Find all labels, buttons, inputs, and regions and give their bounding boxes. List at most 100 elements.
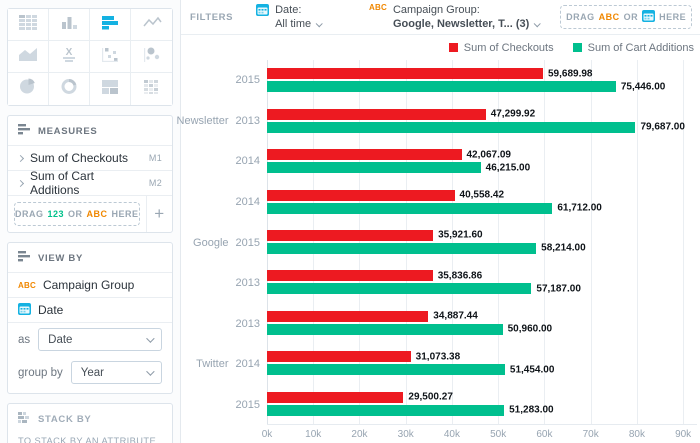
viz-type-line-chart[interactable] [131, 9, 172, 41]
measures-icon [18, 124, 31, 138]
bar-row: 34,887.44 50,960.00 [267, 303, 697, 343]
bar-row: 31,073.38 51,454.00 [267, 343, 697, 383]
column-chart-icon [58, 13, 80, 37]
view-by-item-date[interactable]: Date [8, 297, 172, 322]
sum-of-checkouts-bar[interactable]: 47,299.92 [267, 109, 486, 120]
stack-by-icon [18, 412, 31, 426]
date-as-select[interactable]: Date [38, 328, 162, 351]
sum-of-checkouts-bar[interactable]: 35,836.86 [267, 270, 433, 281]
date-as-row: as Date [8, 322, 172, 356]
y-axis-label-row: Twitter2014 [181, 344, 267, 385]
viz-type-treemap[interactable] [90, 73, 131, 105]
analytical-designer: X MEASURES Sum of Checkouts M1 Sum of Ca… [0, 0, 700, 443]
x-axis-tick: 60k [536, 429, 552, 440]
viz-type-bar-chart[interactable] [90, 9, 131, 41]
measure-badge: M1 [149, 153, 162, 163]
bar-value-label: 31,073.38 [416, 351, 461, 362]
y-axis-label-row: 2015 [181, 385, 267, 426]
sum-of-checkouts-bar[interactable]: 42,067.09 [267, 149, 462, 160]
bar-value-label: 79,687.00 [640, 122, 685, 133]
sum-of-cart-additions-bar[interactable]: 51,283.00 [267, 405, 504, 416]
viz-type-grid: X [7, 8, 173, 106]
sum-of-checkouts-bar[interactable]: 40,558.42 [267, 190, 455, 201]
legend-label: Sum of Cart Additions [588, 42, 694, 54]
viz-type-bubble-chart[interactable] [131, 41, 172, 73]
view-by-panel: VIEW BY ABC Campaign Group Date as Date … [7, 242, 173, 394]
year-label: 2013 [236, 115, 260, 127]
view-by-title: VIEW BY [38, 253, 83, 264]
campaign-group-filter[interactable]: ABC Campaign Group: Google, Newsletter, … [369, 3, 539, 32]
sum-of-cart-additions-bar[interactable]: 61,712.00 [267, 203, 552, 214]
viz-type-pie-chart[interactable] [8, 73, 49, 105]
table-icon [17, 13, 39, 37]
view-by-icon [18, 251, 31, 265]
bar-value-label: 51,454.00 [510, 364, 555, 375]
measure-drop-zone[interactable]: DRAG 123 OR ABC HERE [14, 202, 140, 226]
bar-value-label: 58,214.00 [541, 243, 586, 254]
bar-row: 40,558.42 61,712.00 [267, 181, 697, 221]
viz-type-headline[interactable]: X [49, 41, 90, 73]
bar-value-label: 35,921.60 [438, 230, 483, 241]
chart-plot-area: 59,689.98 75,446.00 47,299.92 79,687.00 42,0… [267, 60, 697, 425]
measure-item-checkouts[interactable]: Sum of Checkouts M1 [8, 145, 172, 170]
y-axis-label-row: 2015 [181, 60, 267, 101]
svg-text:X: X [66, 47, 73, 58]
stack-by-panel: STACK BY TO STACK BY AN ATTRIBUTE, AN IN… [7, 403, 173, 443]
sum-of-cart-additions-bar[interactable]: 75,446.00 [267, 81, 616, 92]
chevron-down-icon [316, 20, 323, 27]
viz-type-column-chart[interactable] [49, 9, 90, 41]
sum-of-checkouts-bar[interactable]: 29,500.27 [267, 392, 403, 403]
legend-item[interactable]: Sum of Checkouts [449, 42, 554, 54]
chevron-right-icon [17, 179, 24, 186]
measure-item-cart-additions[interactable]: Sum of Cart Additions M2 [8, 170, 172, 195]
y-axis-labels: 2015Newsletter201320142014Google20152013… [181, 60, 267, 425]
sum-of-cart-additions-bar[interactable]: 50,960.00 [267, 324, 503, 335]
viz-type-table[interactable] [8, 9, 49, 41]
bar-row: 35,921.60 58,214.00 [267, 222, 697, 262]
headline-icon: X [58, 45, 80, 69]
x-axis-tick: 70k [583, 429, 599, 440]
campaign-filter-value: Google, Newsletter, T... (3) [393, 17, 529, 31]
year-label: 2013 [236, 318, 260, 330]
view-by-item-campaign-group[interactable]: ABC Campaign Group [8, 272, 172, 297]
sum-of-checkouts-bar[interactable]: 34,887.44 [267, 311, 428, 322]
bar-chart-icon [99, 13, 121, 37]
sidebar: X MEASURES Sum of Checkouts M1 Sum of Ca… [0, 0, 181, 443]
filter-bar: FILTERS Date: All time ABC Campaign Grou… [181, 0, 700, 35]
selected-value: Date [48, 334, 72, 346]
drop-text: DRAG [566, 12, 595, 22]
legend-item[interactable]: Sum of Cart Additions [573, 42, 694, 54]
year-label: 2014 [236, 196, 260, 208]
measures-title: MEASURES [38, 126, 97, 137]
date-filter[interactable]: Date: All time [256, 3, 369, 32]
viz-type-area-chart[interactable] [8, 41, 49, 73]
x-axis-tick: 0k [262, 429, 273, 440]
scatter-plot-icon [99, 45, 121, 69]
sum-of-cart-additions-bar[interactable]: 46,215.00 [267, 162, 481, 173]
drop-text: OR [624, 12, 639, 22]
bar-value-label: 51,283.00 [509, 405, 554, 416]
sum-of-cart-additions-bar[interactable]: 57,187.00 [267, 283, 531, 294]
sum-of-checkouts-bar[interactable]: 31,073.38 [267, 351, 411, 362]
sum-of-cart-additions-bar[interactable]: 79,687.00 [267, 122, 635, 133]
bar-value-label: 35,836.86 [438, 270, 483, 281]
drop-text: DRAG [15, 209, 44, 219]
year-label: 2014 [236, 155, 260, 167]
bar-chart: 2015Newsletter201320142014Google20152013… [181, 60, 700, 443]
legend-label: Sum of Checkouts [464, 42, 554, 54]
bar-value-label: 59,689.98 [548, 68, 593, 79]
sum-of-cart-additions-bar[interactable]: 51,454.00 [267, 364, 505, 375]
sum-of-checkouts-bar[interactable]: 59,689.98 [267, 68, 543, 79]
viz-type-donut-chart[interactable] [49, 73, 90, 105]
viz-type-heatmap[interactable] [131, 73, 172, 105]
category-label: Twitter [196, 358, 228, 370]
sum-of-cart-additions-bar[interactable]: 58,214.00 [267, 243, 536, 254]
group-by-select[interactable]: Year [71, 361, 162, 384]
add-measure-button[interactable]: + [146, 196, 172, 232]
viz-type-scatter-plot[interactable] [90, 41, 131, 73]
y-axis-label-row: 2013 [181, 263, 267, 304]
legend-swatch [573, 43, 582, 52]
measures-panel: MEASURES Sum of Checkouts M1 Sum of Cart… [7, 115, 173, 233]
filter-drop-zone[interactable]: DRAG ABC OR HERE [560, 5, 692, 29]
sum-of-checkouts-bar[interactable]: 35,921.60 [267, 230, 433, 241]
